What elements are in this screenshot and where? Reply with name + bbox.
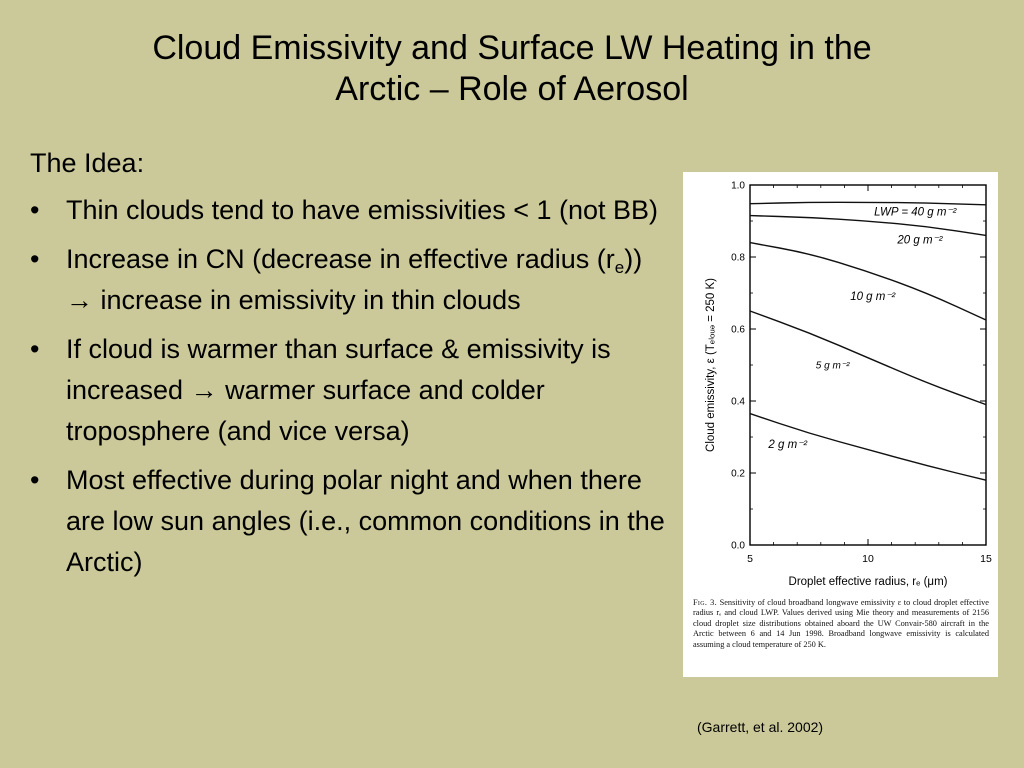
figure-caption: Fig. 3. Sensitivity of cloud broadband l…	[693, 598, 989, 650]
figure-number: Fig. 3.	[693, 598, 717, 607]
series-label: LWP = 40 g m⁻²	[874, 207, 957, 219]
bullet-text: Most effective during polar night and wh…	[66, 465, 665, 577]
series-line	[749, 412, 987, 481]
series-label: 2 g m⁻²	[767, 439, 808, 451]
y-tick-label: 1.0	[731, 181, 745, 192]
bullet-text-part: )) → increase in emissivity in thin clou…	[66, 244, 643, 315]
bullet-text: If cloud is warmer than surface & emissi…	[66, 334, 611, 446]
bullet-list: • Thin clouds tend to have emissivities …	[30, 190, 670, 583]
idea-heading: The Idea:	[30, 148, 145, 178]
series-label: 20 g m⁻²	[896, 234, 943, 246]
slide-body: The Idea: • Thin clouds tend to have emi…	[30, 143, 670, 591]
bullet-icon: •	[30, 244, 40, 274]
title-line-1: Cloud Emissivity and Surface LW Heating …	[152, 29, 872, 67]
emissivity-figure: 0.0 0.2 0.4 0.6 0.8 1.0 5 10 15 Droplet effective…	[683, 172, 998, 677]
y-tick-label: 0.6	[731, 325, 745, 336]
x-tick-label: 15	[980, 553, 992, 565]
bullet-icon: •	[30, 465, 40, 495]
bullet-icon: •	[30, 334, 40, 364]
bullet-text-part: Increase in CN (decrease in effective ra…	[66, 244, 615, 274]
bullet-item: • If cloud is warmer than surface & emis…	[30, 329, 670, 452]
series-line	[749, 201, 987, 206]
bullet-item: • Most effective during polar night and …	[30, 460, 670, 583]
series-label: 5 g m⁻²	[816, 361, 850, 372]
citation: (Garrett, et al. 2002)	[697, 719, 824, 735]
y-tick-label: 0.2	[731, 469, 745, 480]
series-line	[749, 241, 987, 321]
series-label: 10 g m⁻²	[850, 291, 896, 303]
slide-title: Cloud Emissivity and Surface LW Heating …	[40, 28, 984, 110]
x-tick-label: 5	[747, 553, 753, 565]
subscript-e: e	[614, 258, 625, 277]
bullet-item: • Thin clouds tend to have emissivities …	[30, 190, 670, 231]
figure-caption-text: Sensitivity of cloud broadband longwave …	[693, 598, 989, 649]
y-tick-label: 0.4	[731, 397, 745, 408]
y-axis-label: Cloud emissivity, ε (Tₑₗₒᵤₔ = 250 K)	[705, 278, 717, 452]
plot-frame	[749, 184, 987, 546]
emissivity-chart: 0.0 0.2 0.4 0.6 0.8 1.0 5 10 15 Droplet effective…	[705, 181, 992, 589]
bullet-text: Thin clouds tend to have emissivities < …	[66, 195, 659, 225]
bullet-icon: •	[30, 195, 40, 225]
y-tick-label: 0.8	[731, 253, 745, 264]
series-line	[749, 214, 987, 237]
series-line	[749, 310, 987, 406]
x-axis-label: Droplet effective radius, rₑ (μm)	[789, 576, 948, 588]
y-tick-label: 0.0	[731, 541, 745, 552]
title-line-2: Arctic – Role of Aerosol	[335, 70, 689, 108]
bullet-item: • Increase in CN (decrease in effective …	[30, 239, 670, 321]
x-tick-label: 10	[862, 553, 874, 565]
